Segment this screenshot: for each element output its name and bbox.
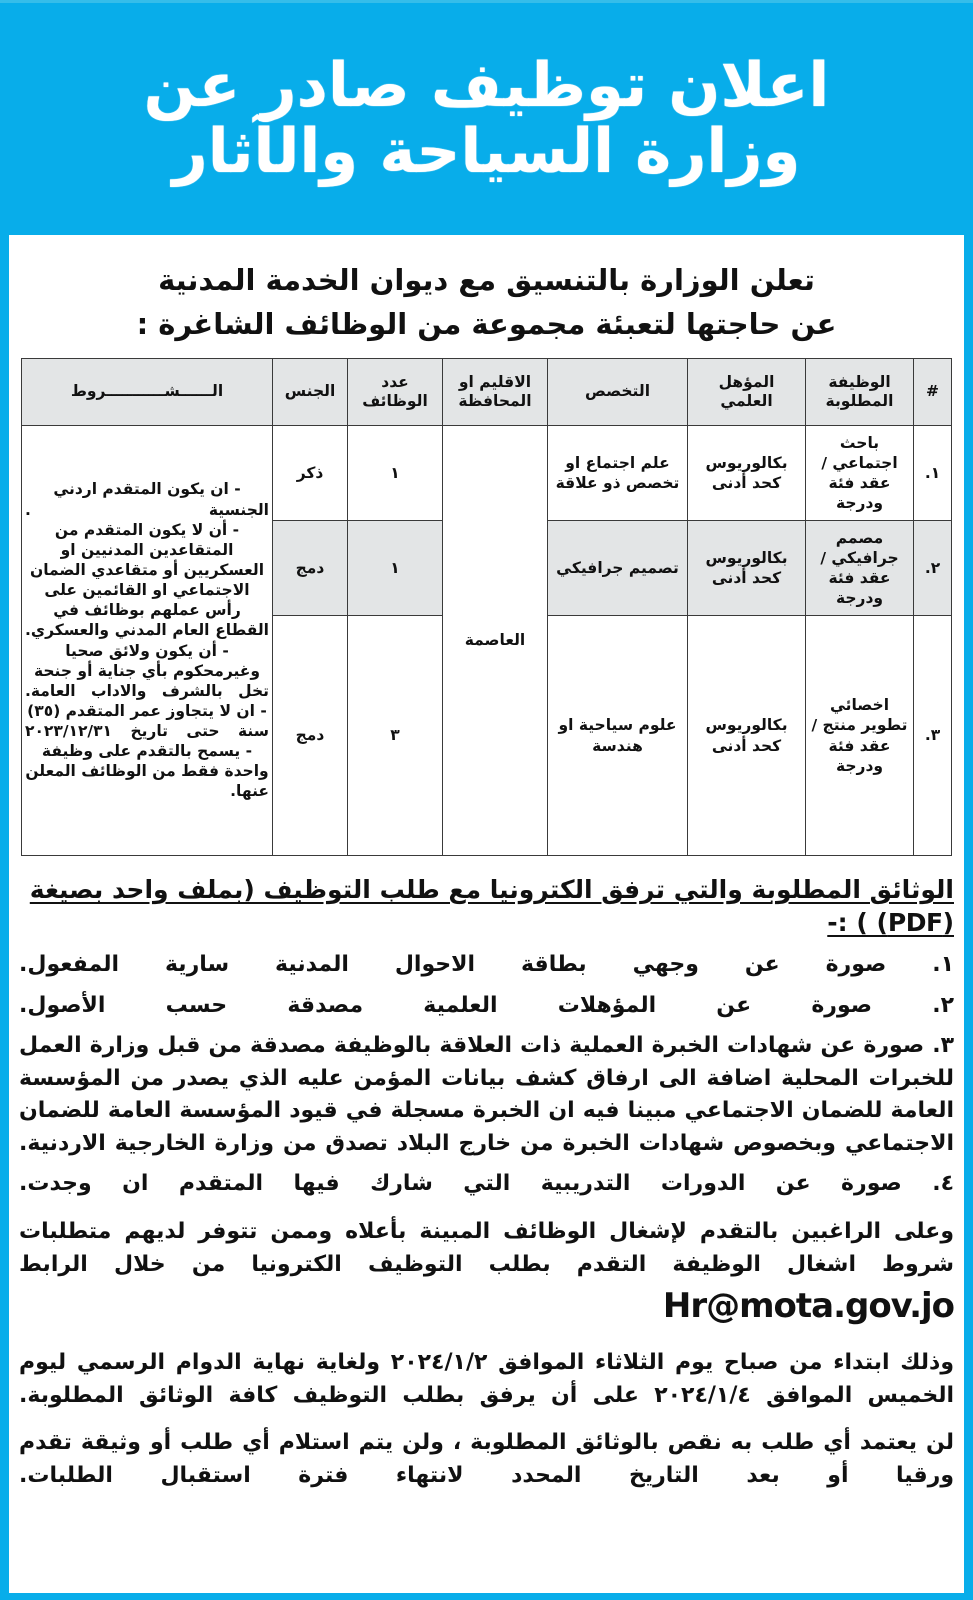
intro-paragraph: تعلن الوزارة بالتنسيق مع ديوان الخدمة ال… xyxy=(31,259,942,346)
condition-item: - ان يكون المتقدم اردني الجنسية . xyxy=(25,480,269,519)
column-header-specialization: التخصص xyxy=(547,358,688,426)
application-period-paragraph: وذلك ابتداء من صباح يوم الثلاثاء الموافق… xyxy=(19,1349,954,1408)
banner-title-line-2: وزارة السياحة والآثار xyxy=(172,116,802,187)
cell-qualification: بكالوريوس كحد أدنى xyxy=(687,425,806,521)
banner-title-line-1: اعلان توظيف صادر عن xyxy=(143,50,831,122)
cell-job: باحث اجتماعي / عقد فئة ودرجة xyxy=(805,425,914,521)
cell-conditions: - ان يكون المتقدم اردني الجنسية . - أن ل… xyxy=(21,425,273,856)
application-instructions-text: وعلى الراغبين بالتقدم لإشغال الوظائف الم… xyxy=(19,1218,954,1277)
condition-item: - أن لا يكون المتقدم من المتقاعدين المدن… xyxy=(25,520,269,640)
column-header-conditions: الــــــشـــــــــــروط xyxy=(21,358,273,426)
intro-line-2: عن حاجتها لتعبئة مجموعة من الوظائف الشاغ… xyxy=(136,306,837,341)
table-row: ١. باحث اجتماعي / عقد فئة ودرجة بكالوريو… xyxy=(21,425,952,856)
table-row: ٣. اخصائي تطوير منتج / عقد فئة ودرجة بكا… xyxy=(22,615,952,856)
condition-item: - يسمح بالتقدم على وظيفة واحدة فقط من ال… xyxy=(25,742,269,801)
cell-specialization: علم اجتماع او تخصص ذو علاقة xyxy=(547,425,688,521)
jobs-table-wrapper: # الوظيفة المطلوبة المؤهل العلمي التخصص … xyxy=(21,358,952,856)
cell-gender: دمج xyxy=(272,520,348,616)
cell-count: ٣ xyxy=(347,615,443,856)
column-header-region: الاقليم او المحافظة xyxy=(442,358,548,426)
column-header-job: الوظيفة المطلوبة xyxy=(805,358,914,426)
column-header-gender: الجنس xyxy=(272,358,348,426)
cell-region-merged: العاصمة xyxy=(442,425,548,856)
documents-title: الوثائق المطلوبة والتي ترفق الكترونيا مع… xyxy=(29,875,955,937)
column-header-qualification: المؤهل العلمي xyxy=(687,358,806,426)
document-item: ٢. صورة عن المؤهلات العلمية مصدقة حسب ال… xyxy=(19,992,954,1018)
intro-line-1: تعلن الوزارة بالتنسيق مع ديوان الخدمة ال… xyxy=(158,263,815,297)
jobs-table: # الوظيفة المطلوبة المؤهل العلمي التخصص … xyxy=(21,358,952,856)
cell-number: ١. xyxy=(913,425,952,521)
cell-number: ٣. xyxy=(913,615,952,856)
cell-gender: دمج xyxy=(272,615,348,856)
document-item: ٣. صورة عن شهادات الخبرة العملية ذات الع… xyxy=(19,1033,954,1156)
condition-item: - ان لا يتجاوز عمر المتقدم (٣٥) سنة حتى … xyxy=(25,701,269,741)
table-row: ٢. مصمم جرافيكي / عقد فئة ودرجة بكالوريو… xyxy=(22,520,952,616)
hr-email-link[interactable]: Hr@mota.gov.jo xyxy=(662,1285,955,1326)
cell-count: ١ xyxy=(347,520,443,616)
application-instructions-paragraph: وعلى الراغبين بالتقدم لإشغال الوظائف الم… xyxy=(19,1215,955,1332)
cell-job: اخصائي تطوير منتج / عقد فئة ودرجة xyxy=(805,615,914,856)
required-documents-section: الوثائق المطلوبة والتي ترفق الكترونيا مع… xyxy=(19,874,955,1492)
cell-specialization: تصميم جرافيكي xyxy=(547,520,688,616)
document-item: ١. صورة عن وجهي بطاقة الاحوال المدنية سا… xyxy=(19,952,954,977)
column-header-count: عدد الوظائف xyxy=(347,358,443,426)
condition-item: - أن يكون ولائق صحيا وغيرمحكوم بأي جناية… xyxy=(25,641,269,700)
column-header-number: # xyxy=(913,358,952,426)
application-warning-paragraph: لن يعتمد أي طلب به نقص بالوثائق المطلوبة… xyxy=(19,1429,954,1488)
cell-job: مصمم جرافيكي / عقد فئة ودرجة xyxy=(805,520,914,616)
cell-gender: ذكر xyxy=(272,425,348,521)
cell-qualification: بكالوريوس كحد أدنى xyxy=(687,520,806,616)
table-header-row: # الوظيفة المطلوبة المؤهل العلمي التخصص … xyxy=(21,358,952,426)
cell-count: ١ xyxy=(347,425,443,521)
document-item: ٤. صورة عن الدورات التدريبية التي شارك ف… xyxy=(19,1171,954,1197)
header-banner: اعلان توظيف صادر عن وزارة السياحة والآثا… xyxy=(0,0,973,235)
cell-number: ٢. xyxy=(913,520,952,616)
cell-specialization: علوم سياحية او هندسة xyxy=(547,615,688,856)
cell-qualification: بكالوريوس كحد أدنى xyxy=(687,615,806,856)
